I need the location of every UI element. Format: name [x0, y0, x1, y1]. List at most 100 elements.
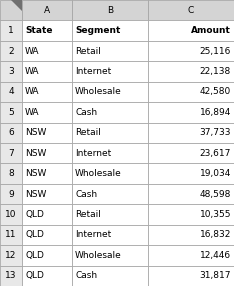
- Bar: [72, 41, 148, 61]
- Bar: [72, 266, 148, 286]
- Text: 6: 6: [8, 128, 14, 137]
- Bar: [22, 245, 72, 266]
- Bar: [148, 20, 234, 41]
- Bar: [0, 225, 22, 245]
- Text: Wholesale: Wholesale: [75, 251, 122, 260]
- Bar: [0, 20, 22, 41]
- Text: Retail: Retail: [75, 128, 101, 137]
- Bar: [72, 0, 148, 20]
- Text: Cash: Cash: [75, 108, 97, 117]
- Bar: [148, 245, 234, 266]
- Bar: [0, 41, 22, 61]
- Bar: [22, 266, 72, 286]
- Bar: [0, 143, 22, 163]
- Text: QLD: QLD: [25, 231, 44, 239]
- Text: NSW: NSW: [25, 128, 46, 137]
- Text: 9: 9: [8, 190, 14, 198]
- Bar: [148, 163, 234, 184]
- Bar: [22, 61, 72, 82]
- Text: 22,138: 22,138: [200, 67, 231, 76]
- Bar: [22, 82, 72, 102]
- Text: NSW: NSW: [25, 169, 46, 178]
- Text: 11: 11: [5, 231, 17, 239]
- Bar: [148, 143, 234, 163]
- Text: WA: WA: [25, 88, 40, 96]
- Bar: [72, 225, 148, 245]
- Text: WA: WA: [25, 108, 40, 117]
- Bar: [22, 41, 72, 61]
- Text: 2: 2: [8, 47, 14, 55]
- Text: 42,580: 42,580: [200, 88, 231, 96]
- Polygon shape: [11, 0, 22, 11]
- Bar: [22, 163, 72, 184]
- Bar: [148, 102, 234, 123]
- Bar: [72, 102, 148, 123]
- Bar: [72, 143, 148, 163]
- Text: QLD: QLD: [25, 210, 44, 219]
- Text: Wholesale: Wholesale: [75, 169, 122, 178]
- Bar: [22, 143, 72, 163]
- Text: 19,034: 19,034: [200, 169, 231, 178]
- Bar: [72, 204, 148, 225]
- Text: 10: 10: [5, 210, 17, 219]
- Bar: [22, 204, 72, 225]
- Text: Wholesale: Wholesale: [75, 88, 122, 96]
- Text: Cash: Cash: [75, 271, 97, 280]
- Text: Internet: Internet: [75, 231, 111, 239]
- Bar: [148, 0, 234, 20]
- Text: Amount: Amount: [191, 26, 231, 35]
- Text: 7: 7: [8, 149, 14, 158]
- Bar: [22, 225, 72, 245]
- Bar: [22, 0, 72, 20]
- Bar: [72, 61, 148, 82]
- Bar: [0, 245, 22, 266]
- Bar: [148, 184, 234, 204]
- Bar: [72, 163, 148, 184]
- Bar: [72, 123, 148, 143]
- Text: 10,355: 10,355: [200, 210, 231, 219]
- Text: Retail: Retail: [75, 210, 101, 219]
- Text: 5: 5: [8, 108, 14, 117]
- Bar: [0, 61, 22, 82]
- Bar: [148, 82, 234, 102]
- Text: QLD: QLD: [25, 251, 44, 260]
- Text: B: B: [107, 6, 113, 15]
- Bar: [22, 20, 72, 41]
- Text: 31,817: 31,817: [200, 271, 231, 280]
- Text: 16,894: 16,894: [200, 108, 231, 117]
- Text: NSW: NSW: [25, 149, 46, 158]
- Text: 48,598: 48,598: [200, 190, 231, 198]
- Text: 13: 13: [5, 271, 17, 280]
- Bar: [72, 20, 148, 41]
- Bar: [0, 123, 22, 143]
- Text: 1: 1: [8, 26, 14, 35]
- Bar: [0, 102, 22, 123]
- Text: Internet: Internet: [75, 149, 111, 158]
- Text: Internet: Internet: [75, 67, 111, 76]
- Text: QLD: QLD: [25, 271, 44, 280]
- Bar: [72, 184, 148, 204]
- Bar: [0, 184, 22, 204]
- Text: NSW: NSW: [25, 190, 46, 198]
- Text: State: State: [25, 26, 52, 35]
- Text: 12,446: 12,446: [200, 251, 231, 260]
- Text: 37,733: 37,733: [200, 128, 231, 137]
- Text: C: C: [188, 6, 194, 15]
- Bar: [22, 184, 72, 204]
- Text: 12: 12: [5, 251, 17, 260]
- Bar: [0, 266, 22, 286]
- Bar: [0, 0, 22, 20]
- Bar: [22, 102, 72, 123]
- Text: Segment: Segment: [75, 26, 120, 35]
- Text: 3: 3: [8, 67, 14, 76]
- Text: A: A: [44, 6, 50, 15]
- Bar: [148, 225, 234, 245]
- Text: 23,617: 23,617: [200, 149, 231, 158]
- Bar: [148, 123, 234, 143]
- Text: 25,116: 25,116: [200, 47, 231, 55]
- Text: WA: WA: [25, 47, 40, 55]
- Bar: [72, 82, 148, 102]
- Bar: [148, 266, 234, 286]
- Bar: [0, 204, 22, 225]
- Bar: [72, 245, 148, 266]
